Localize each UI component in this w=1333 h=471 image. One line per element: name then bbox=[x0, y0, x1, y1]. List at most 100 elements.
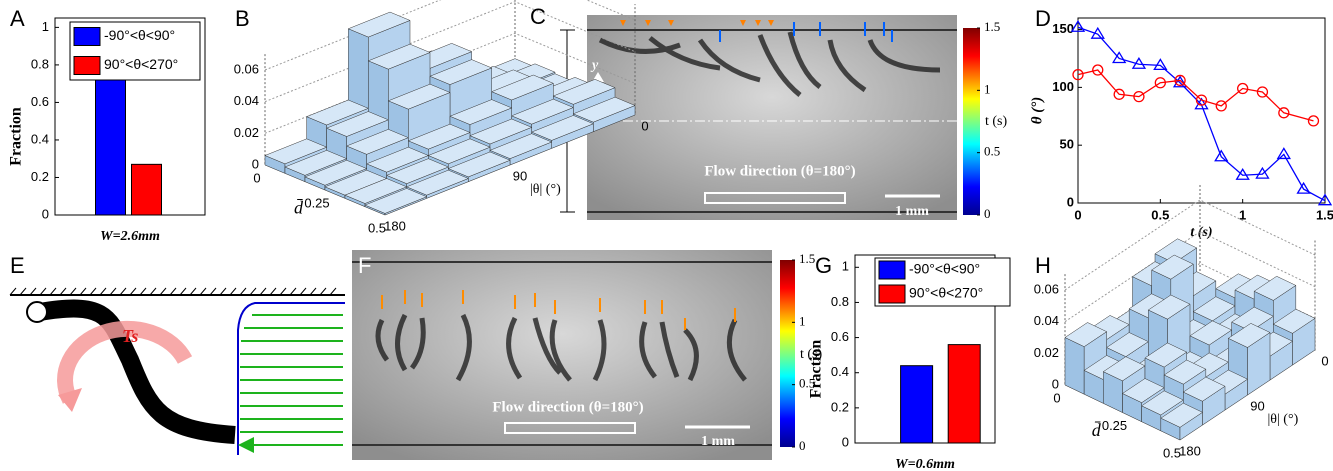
y-axis-label: Fraction bbox=[8, 107, 25, 166]
bar-top bbox=[1147, 294, 1191, 320]
legend-label: -90°<θ<90° bbox=[104, 27, 175, 43]
z-tick-label: 0.04 bbox=[1034, 313, 1059, 328]
colorbar-tick-label: 1 bbox=[984, 81, 991, 96]
y-tick-label: 150 bbox=[1052, 21, 1074, 36]
marker bbox=[1237, 82, 1249, 95]
y-tick-label: 180 bbox=[384, 218, 406, 233]
bar-top bbox=[447, 151, 511, 178]
x-tick-label: 0.5 bbox=[1163, 445, 1181, 460]
y-axis-label: Fraction bbox=[808, 340, 825, 399]
bar-top bbox=[531, 115, 594, 141]
bar-top bbox=[1144, 342, 1188, 368]
axes bbox=[54, 17, 206, 216]
z-tick-label: 0.06 bbox=[234, 61, 259, 76]
marker bbox=[1235, 167, 1250, 180]
bar bbox=[131, 163, 162, 216]
torque-label: Ts bbox=[122, 326, 138, 346]
flow-label: Flow direction (θ=180°) bbox=[704, 163, 855, 179]
z-tick-label: 0.02 bbox=[234, 125, 259, 140]
marker bbox=[1154, 77, 1166, 89]
y-tick-label: 90 bbox=[513, 168, 527, 183]
y-tick-label: 0.8 bbox=[31, 56, 49, 71]
x-tick-label: 0.5 bbox=[368, 220, 386, 235]
colorbar-tick-label: 1 bbox=[799, 313, 806, 328]
marker bbox=[1131, 56, 1147, 69]
scale-label: 1 mm bbox=[895, 204, 929, 219]
y-tick-label: 0.2 bbox=[31, 169, 49, 184]
bar-face bbox=[1064, 337, 1085, 395]
y-tick-label: 0.6 bbox=[831, 329, 849, 344]
y-tick-label: 0 bbox=[842, 434, 849, 449]
axes bbox=[1077, 17, 1326, 204]
y-tick-label: 0.8 bbox=[831, 294, 849, 309]
bar-top bbox=[1272, 308, 1316, 334]
bar-top bbox=[489, 133, 553, 159]
y-tick-label: 0 bbox=[641, 118, 648, 133]
z-tick-label: 0.06 bbox=[1034, 281, 1059, 296]
legend-label: 90°<θ<270° bbox=[104, 56, 178, 72]
x-tick-label: 0 bbox=[253, 170, 260, 185]
marker bbox=[1113, 88, 1125, 100]
y-tick-label: 0.2 bbox=[831, 399, 849, 414]
x-axis-label: d̄ bbox=[1092, 420, 1102, 440]
panel-label: H bbox=[1035, 253, 1051, 278]
panel-label: G bbox=[815, 253, 832, 278]
colorbar-tick-label: 0 bbox=[799, 438, 806, 453]
x-tick-label: 1.5 bbox=[1316, 207, 1333, 222]
bar3d bbox=[1160, 402, 1204, 441]
legend-swatch bbox=[73, 56, 101, 75]
photo-c bbox=[560, 15, 980, 220]
x-tick-label: 0 bbox=[1053, 390, 1060, 405]
y-tick-label: 0.6 bbox=[31, 94, 49, 109]
panel-label: A bbox=[10, 6, 25, 31]
bar-top bbox=[429, 59, 493, 85]
panel-label: C bbox=[530, 4, 546, 29]
bar-top bbox=[427, 138, 491, 165]
marker bbox=[1214, 149, 1229, 162]
marker bbox=[1256, 86, 1269, 98]
bar-top bbox=[367, 43, 431, 70]
bar-top bbox=[552, 79, 616, 105]
colorbar-tick-label: 0.5 bbox=[799, 376, 815, 391]
marker bbox=[1133, 90, 1145, 103]
x-tick-label: 0 bbox=[1074, 207, 1081, 222]
bar-top bbox=[1182, 376, 1226, 402]
x-axis-label: d̄ bbox=[294, 198, 304, 218]
panel-label: B bbox=[235, 6, 250, 31]
bar-top bbox=[347, 11, 411, 38]
bar bbox=[95, 77, 126, 216]
z-tick-label: 0 bbox=[1052, 376, 1059, 391]
marker bbox=[1090, 26, 1105, 39]
marker bbox=[1153, 58, 1168, 71]
colorbar-tick-label: 1.5 bbox=[799, 251, 815, 266]
y-tick-label: 0.4 bbox=[831, 364, 849, 379]
y-tick-label: 180 bbox=[1179, 443, 1201, 458]
marker bbox=[1307, 115, 1320, 127]
marker bbox=[1317, 193, 1333, 206]
colorbar-tick-label: 1.5 bbox=[984, 19, 1000, 34]
x-tick-label: 0.25 bbox=[304, 195, 329, 210]
marker bbox=[1172, 75, 1188, 88]
photo-f bbox=[352, 250, 795, 460]
y-tick-label: 50 bbox=[1060, 137, 1074, 152]
legend-swatch bbox=[878, 260, 906, 280]
marker bbox=[1296, 181, 1311, 194]
y-tick-label: 0 bbox=[1067, 194, 1074, 209]
z-tick-label: 0.04 bbox=[234, 93, 259, 108]
x-tick-label: 1 bbox=[1239, 207, 1246, 222]
bar-top bbox=[387, 83, 451, 110]
x-tick-label: 0.25 bbox=[1102, 418, 1127, 433]
bar3d bbox=[364, 188, 428, 216]
bar-top bbox=[407, 123, 471, 150]
marker bbox=[1174, 74, 1186, 87]
flow-label: Flow direction (θ=180°) bbox=[492, 399, 643, 415]
bar-top bbox=[491, 74, 554, 101]
y-tick-label: 1 bbox=[842, 259, 849, 274]
bar bbox=[947, 344, 981, 444]
legend-swatch bbox=[73, 27, 101, 46]
colorbar-label: t (s) bbox=[800, 347, 823, 362]
legend-swatch bbox=[878, 284, 906, 304]
z-tick-label: 0 bbox=[252, 156, 259, 171]
panel-label: E bbox=[10, 253, 25, 278]
marker bbox=[1278, 107, 1290, 119]
